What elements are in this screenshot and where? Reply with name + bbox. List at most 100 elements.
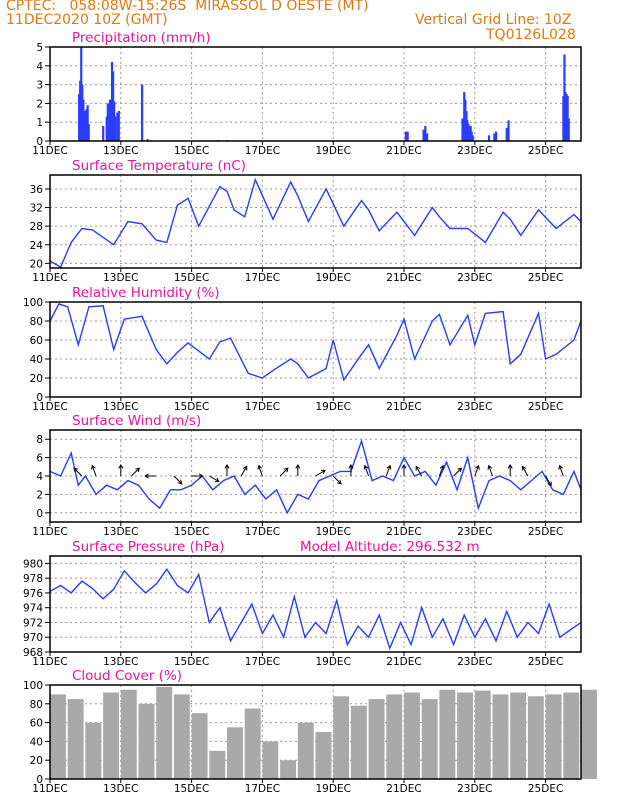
precip-ytick-label: 3 — [36, 80, 43, 92]
temperature-ytick-label: 24 — [30, 240, 44, 252]
cloud-bar — [67, 699, 84, 779]
cloud-ytick-label: 100 — [23, 680, 43, 692]
humidity-ytick-label: 0 — [36, 392, 43, 404]
temperature-xtick-label: 25DEC — [528, 272, 563, 284]
wind-arrow-head — [487, 464, 493, 470]
pressure-ytick-label: 972 — [23, 617, 43, 629]
wind-arrow-head — [348, 464, 354, 469]
cloud-bar — [315, 732, 332, 779]
cloud-bar — [297, 722, 314, 779]
precip-bar — [141, 84, 144, 141]
wind-arrow — [279, 467, 289, 477]
temperature-xtick-label: 21DEC — [386, 272, 421, 284]
cloud-bar — [85, 722, 102, 779]
precip-ytick-label: 4 — [36, 61, 43, 73]
humidity-ytick-label: 100 — [23, 297, 43, 309]
panel-pressure: 968 970 972 974 976 978 980 11DEC 13DEC 15DEC 17DE… — [23, 539, 582, 668]
cloud-bar — [421, 699, 438, 779]
precip-bar — [471, 135, 474, 141]
wind-arrow — [559, 465, 564, 477]
cloud-bar — [474, 690, 491, 779]
precip-bar — [114, 116, 117, 141]
temperature-xtick-label: 15DEC — [174, 272, 209, 284]
cloud-bar — [227, 727, 243, 779]
cloud-bar — [439, 689, 456, 779]
cloud-title: Cloud Cover (%) — [72, 668, 182, 684]
cloud-xtick-label: 21DEC — [386, 783, 421, 795]
wind-arrow-head — [558, 464, 563, 470]
pressure-xtick-label: 15DEC — [174, 656, 209, 668]
wind-arrow — [453, 467, 462, 477]
pressure-ytick-label: 978 — [23, 573, 43, 585]
wind-arrow-head — [547, 481, 552, 487]
wind-arrow-head — [135, 467, 140, 473]
cloud-bar — [350, 705, 367, 779]
panel-wind: 0 2 4 6 8 11DEC 13DEC 15DEC 17DEC 19DEC 21DEC 23DEC… — [32, 413, 582, 538]
wind-arrow-head — [401, 464, 407, 469]
wind-ytick-label: 4 — [36, 471, 43, 483]
wind-arrow-head — [283, 467, 289, 473]
wind-arrow-head — [214, 477, 220, 483]
cloud-ytick-label: 60 — [30, 718, 43, 730]
humidity-xtick-label: 15DEC — [174, 401, 209, 413]
cloud-bar — [138, 703, 155, 779]
precip-bar — [87, 124, 90, 141]
temperature-xtick-label: 23DEC — [457, 272, 492, 284]
wind-arrow-head — [198, 473, 204, 479]
temperature-xtick-label: 19DEC — [315, 272, 350, 284]
cloud-ytick-label: 20 — [30, 755, 43, 767]
humidity-ytick-label: 80 — [30, 316, 43, 328]
wind-xtick-label: 17DEC — [245, 526, 280, 538]
wind-arrow — [209, 475, 220, 482]
precip-xtick-label: 19DEC — [315, 145, 350, 157]
cloud-ytick-label: 40 — [30, 736, 43, 748]
precip-xtick-label: 11DEC — [32, 145, 67, 157]
panel-temperature: 20 24 28 32 36 11DEC 13DEC 15DEC 17DEC 19DEC 21DEC… — [30, 158, 582, 284]
wind-arrow-head — [521, 465, 527, 471]
cloud-bar — [368, 699, 385, 779]
wind-arrow-head — [321, 469, 326, 475]
wind-arrow — [173, 475, 183, 485]
wind-arrow-head — [242, 465, 248, 471]
humidity-title: Relative Humidity (%) — [72, 285, 220, 301]
temperature-ytick-label: 32 — [30, 203, 43, 215]
precip-bar — [487, 135, 491, 141]
wind-xtick-label: 15DEC — [174, 526, 209, 538]
humidity-ytick-label: 40 — [30, 354, 43, 366]
temperature-frame — [49, 174, 582, 269]
humidity-xtick-label: 25DEC — [528, 401, 563, 413]
wind-arrow-head — [386, 464, 392, 470]
cloud-bar — [404, 692, 420, 779]
precip-bar — [495, 131, 498, 141]
wind-arrow-head — [73, 467, 79, 473]
header-grid-note: Vertical Grid Line: 10Z — [415, 12, 572, 28]
wind-arrow-head — [439, 464, 445, 470]
wind-arrow-head — [257, 464, 263, 470]
humidity-xtick-label: 17DEC — [245, 401, 280, 413]
wind-arrow — [73, 467, 83, 477]
temperature-ytick-label: 20 — [30, 258, 43, 270]
humidity-xtick-label: 21DEC — [386, 401, 421, 413]
wind-arrow-head — [91, 464, 96, 470]
wind-arrow — [364, 465, 370, 477]
temperature-ytick-label: 36 — [30, 184, 44, 196]
wind-frame — [49, 429, 582, 523]
humidity-series-line — [49, 303, 582, 382]
precip-bar — [426, 133, 429, 141]
temperature-xtick-label: 11DEC — [32, 272, 67, 284]
wind-xtick-label: 13DEC — [103, 526, 138, 538]
cloud-xtick-label: 17DEC — [245, 783, 280, 795]
pressure-xtick-label: 25DEC — [528, 656, 563, 668]
cloud-xtick-label: 25DEC — [528, 783, 563, 795]
wind-ytick-label: 0 — [36, 508, 43, 520]
wind-arrow-head — [363, 464, 369, 470]
precip-bar — [106, 103, 109, 141]
precip-xtick-label: 17DEC — [245, 145, 280, 157]
wind-arrow-head — [475, 464, 480, 470]
temperature-title: Surface Temperature (nC) — [72, 158, 246, 174]
header-run: 11DEC2020 10Z (GMT) — [6, 12, 168, 28]
wind-arrow — [315, 470, 326, 477]
precip-ytick-label: 1 — [36, 117, 43, 129]
wind-arrow — [240, 466, 248, 477]
precip-xtick-label: 13DEC — [103, 145, 138, 157]
